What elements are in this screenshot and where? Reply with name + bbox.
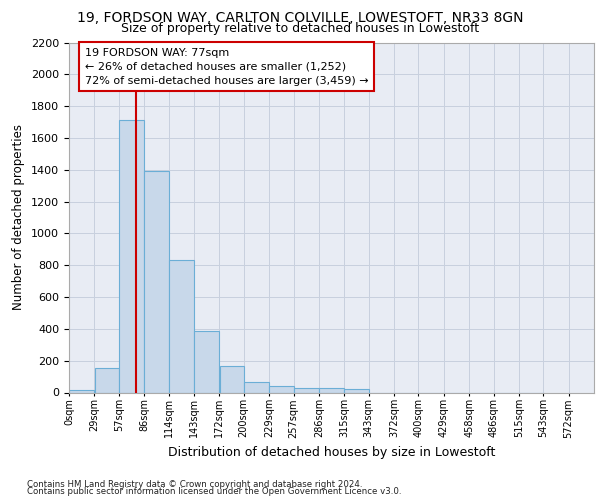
Bar: [294, 388, 319, 392]
Y-axis label: Number of detached properties: Number of detached properties: [13, 124, 25, 310]
Text: Contains HM Land Registry data © Crown copyright and database right 2024.: Contains HM Land Registry data © Crown c…: [27, 480, 362, 489]
Bar: [169, 260, 194, 392]
Bar: [194, 331, 219, 392]
Text: Size of property relative to detached houses in Lowestoft: Size of property relative to detached ho…: [121, 22, 479, 35]
Bar: [95, 368, 119, 392]
Text: 19 FORDSON WAY: 77sqm
← 26% of detached houses are smaller (1,252)
72% of semi-d: 19 FORDSON WAY: 77sqm ← 26% of detached …: [85, 48, 368, 86]
Bar: [269, 386, 294, 392]
Bar: [119, 120, 144, 392]
Bar: [69, 390, 94, 392]
Bar: [220, 366, 244, 392]
Bar: [244, 382, 269, 392]
Bar: [145, 172, 169, 392]
X-axis label: Distribution of detached houses by size in Lowestoft: Distribution of detached houses by size …: [168, 446, 495, 459]
Text: Contains public sector information licensed under the Open Government Licence v3: Contains public sector information licen…: [27, 488, 401, 496]
Bar: [344, 390, 369, 392]
Text: 19, FORDSON WAY, CARLTON COLVILLE, LOWESTOFT, NR33 8GN: 19, FORDSON WAY, CARLTON COLVILLE, LOWES…: [77, 11, 523, 25]
Bar: [319, 388, 344, 392]
